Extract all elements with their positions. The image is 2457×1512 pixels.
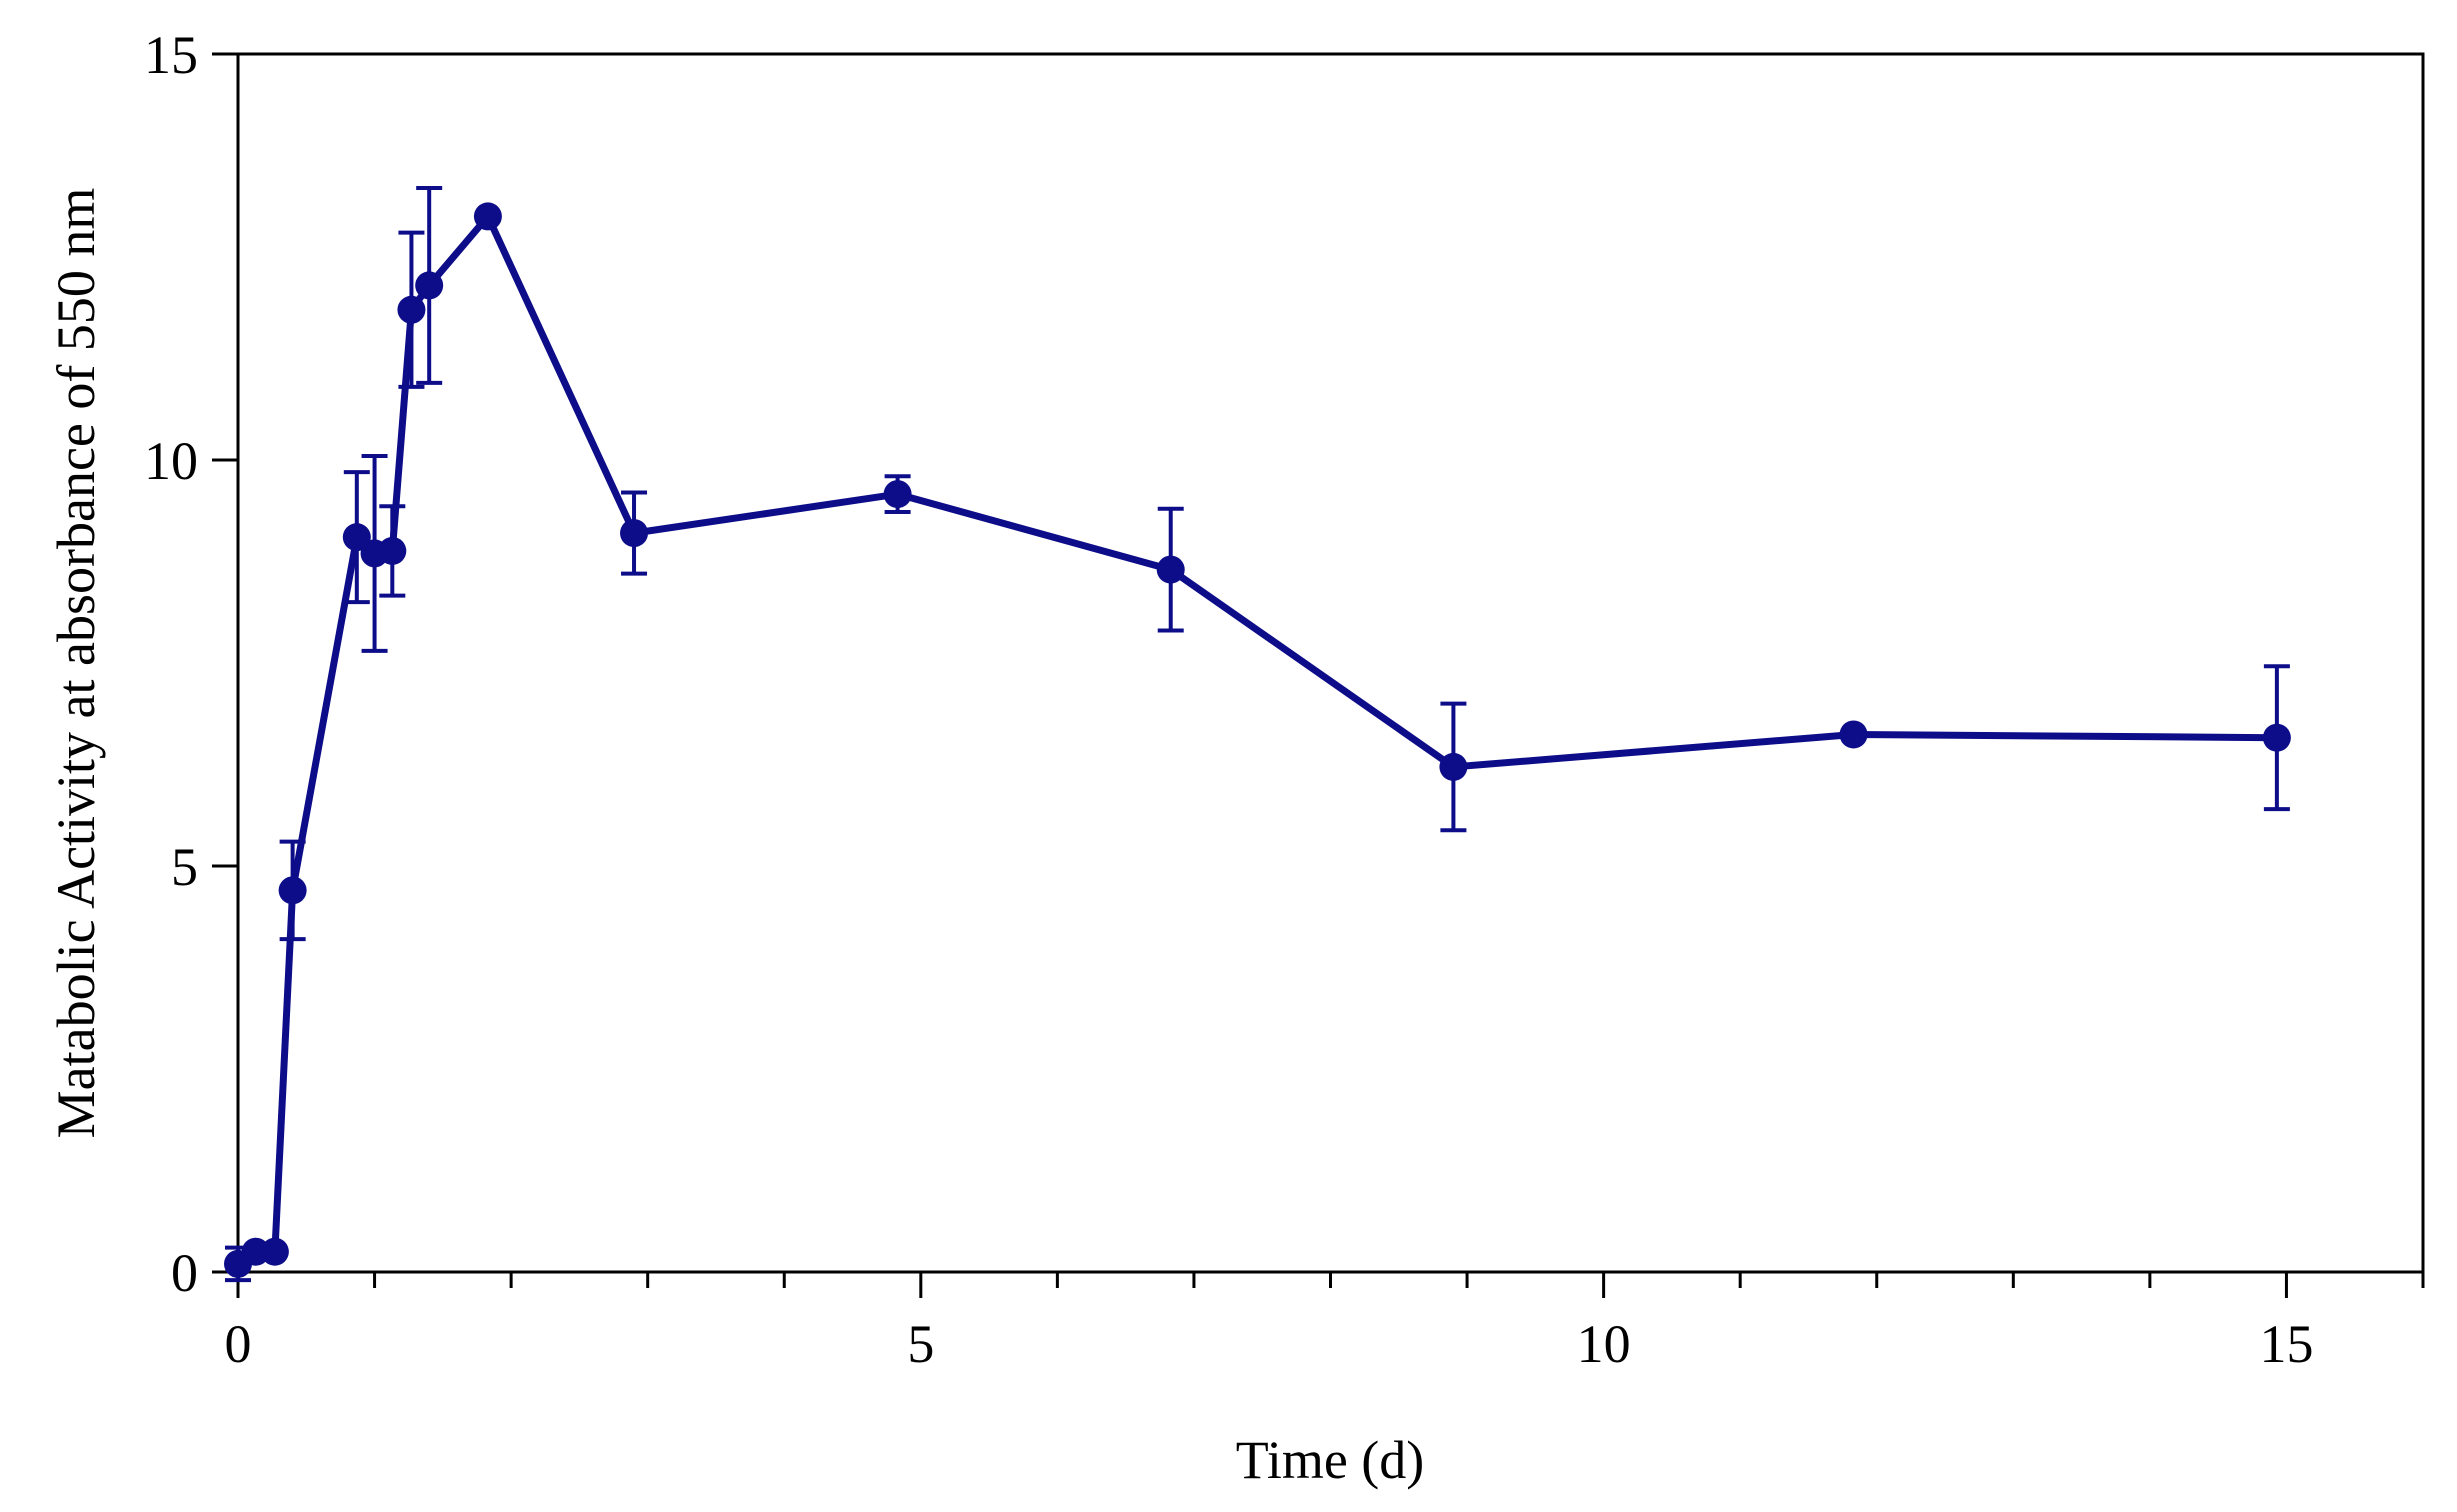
- data-point: [1439, 752, 1468, 781]
- data-point: [1156, 555, 1185, 584]
- x-tick-label: 5: [907, 1314, 934, 1374]
- x-tick-label: 10: [1577, 1314, 1631, 1374]
- x-tick-label: 15: [2259, 1314, 2313, 1374]
- data-point: [415, 271, 444, 300]
- series-layer: [224, 185, 2291, 1283]
- data-point: [2262, 723, 2291, 752]
- x-axis-title: Time (d): [1236, 1430, 1425, 1490]
- x-tick-label: 0: [225, 1314, 252, 1374]
- data-point: [473, 202, 502, 231]
- y-tick-label: 5: [171, 837, 198, 897]
- axes: [236, 52, 2425, 1274]
- y-axis-title: Matabolic Activity at absorbance of 550 …: [46, 188, 106, 1139]
- data-point: [342, 523, 371, 552]
- ticks: [212, 52, 2425, 1298]
- data-point: [397, 295, 426, 324]
- data-point: [378, 536, 407, 565]
- series-group: [224, 185, 2291, 1283]
- data-point: [620, 519, 649, 548]
- data-point: [278, 876, 307, 905]
- data-point: [260, 1237, 289, 1266]
- plot-frame: [236, 52, 2425, 1274]
- y-tick-label: 0: [171, 1243, 198, 1303]
- data-point: [1839, 720, 1868, 749]
- y-tick-label: 10: [144, 431, 198, 491]
- series-line: [236, 212, 2277, 1267]
- data-point: [883, 480, 912, 509]
- tick-labels: 0 5 10 15 0 5 10 15: [144, 25, 2313, 1374]
- y-tick-label: 15: [144, 25, 198, 85]
